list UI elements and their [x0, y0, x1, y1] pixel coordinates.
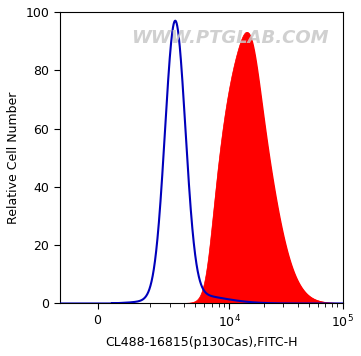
Y-axis label: Relative Cell Number: Relative Cell Number — [7, 91, 20, 224]
Text: WWW.PTGLAB.COM: WWW.PTGLAB.COM — [131, 30, 328, 47]
X-axis label: CL488-16815(p130Cas),FITC-H: CL488-16815(p130Cas),FITC-H — [105, 336, 297, 349]
